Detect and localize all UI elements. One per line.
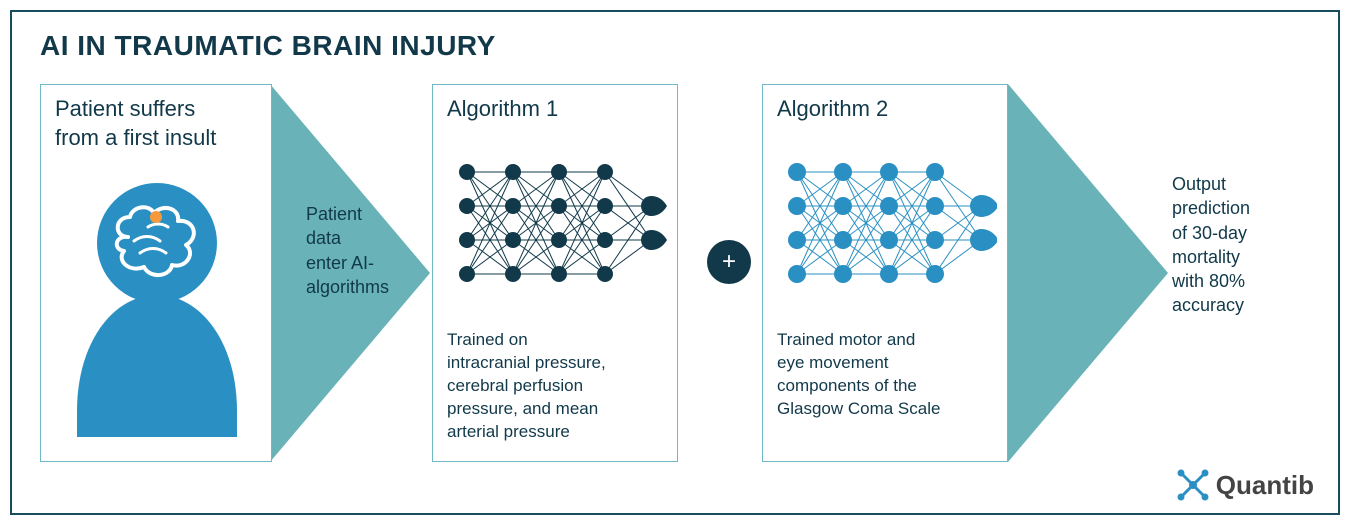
plus-icon: + [707,240,751,284]
panel-algo2-title: Algorithm 2 [777,95,888,124]
text-data-enter: Patient data enter AI- algorithms [306,202,389,299]
quantib-logo-icon [1176,468,1210,502]
text-output: Output prediction of 30-day mortality wi… [1172,172,1250,318]
neural-net-1-icon [445,133,667,313]
neural-net-2-icon [775,133,997,313]
patient-brain-icon [63,175,251,445]
main-title: AI IN TRAUMATIC BRAIN INJURY [40,30,496,62]
panel-patient-title: Patient suffers from a first insult [55,95,216,152]
infographic-frame: AI IN TRAUMATIC BRAIN INJURY Patient suf… [10,10,1340,515]
quantib-logo: Quantib [1176,465,1314,505]
panel-patient: Patient suffers from a first insult [40,84,272,462]
panel-algo2: Algorithm 2 Trained motor and eye moveme… [762,84,1008,462]
arrow-algo-to-output [1008,84,1168,462]
panel-algo1: Algorithm 1 Trained on intracranial pres… [432,84,678,462]
panel-algo2-desc: Trained motor and eye movement component… [777,329,940,421]
panel-algo1-desc: Trained on intracranial pressure, cerebr… [447,329,606,444]
panel-algo1-title: Algorithm 1 [447,95,558,124]
plus-symbol: + [722,248,736,276]
quantib-logo-text: Quantib [1216,470,1314,501]
